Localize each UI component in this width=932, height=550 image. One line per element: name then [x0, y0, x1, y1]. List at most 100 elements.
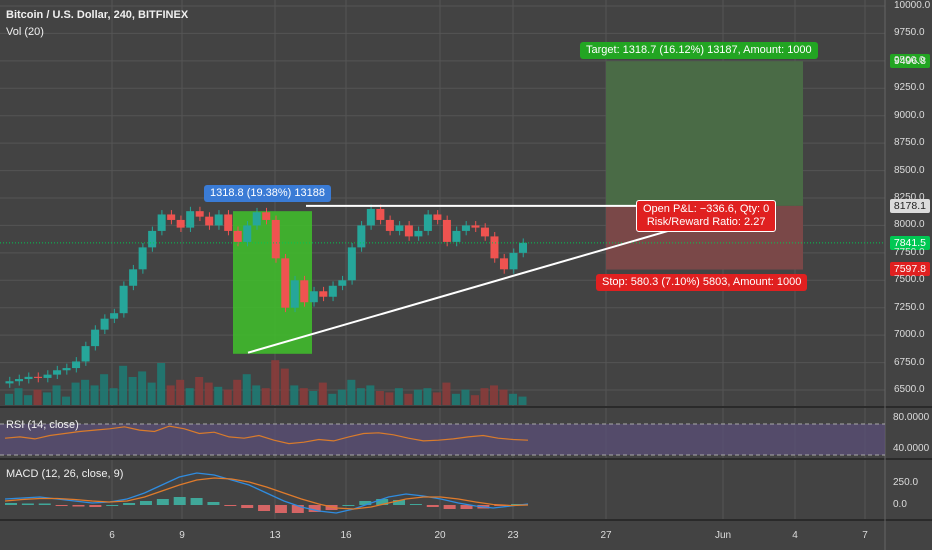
candle-body: [243, 225, 252, 242]
price-axis-tick: 8250.0: [894, 192, 925, 203]
volume-bar: [290, 385, 299, 405]
volume-bar: [147, 382, 156, 405]
time-axis-tick: Jun: [714, 530, 732, 541]
volume-legend[interactable]: Vol (20): [6, 26, 44, 38]
macd-histogram-bar: [72, 505, 85, 507]
rsi-line: [4, 425, 529, 445]
macd-legend[interactable]: MACD (12, 26, close, 9): [6, 468, 124, 480]
volume-bar: [52, 385, 61, 405]
volume-bar: [385, 392, 394, 405]
volume-bar: [423, 388, 432, 405]
candle-body: [43, 374, 52, 378]
ascending-trendline: [247, 228, 673, 354]
price-axis-tick: 8000.0: [894, 219, 925, 231]
macd-axis-tick: 0.0: [893, 499, 907, 510]
candle-body: [433, 214, 442, 220]
candle-body: [452, 230, 461, 242]
macd-histogram-bar: [426, 505, 439, 507]
volume-bar: [432, 392, 441, 405]
volume-bar: [518, 396, 527, 405]
macd-histogram-bar: [207, 502, 220, 505]
rsi-legend[interactable]: RSI (14, close): [6, 419, 79, 431]
candle-body: [167, 214, 176, 220]
candle-body: [252, 212, 261, 226]
candle-body: [91, 329, 100, 347]
macd-histogram-bar: [308, 505, 321, 512]
candle-body: [366, 208, 375, 226]
volume-bar: [100, 374, 109, 405]
volume-bar: [261, 388, 270, 405]
target-price-tag: 9496.8: [889, 54, 930, 68]
candle-body: [148, 230, 157, 248]
price-axis-tick: 9750.0: [894, 27, 925, 39]
macd-line: [4, 472, 529, 514]
candle-body: [110, 313, 119, 319]
volume-bar: [394, 388, 403, 405]
volume-bar: [499, 389, 508, 405]
volume-bar: [375, 391, 384, 405]
macd-histogram-bar: [173, 497, 186, 505]
macd-histogram-bar: [106, 505, 119, 506]
candle-body: [404, 225, 413, 237]
range-measure-label: 1318.8 (19.38%) 13188: [204, 185, 331, 202]
time-axis-tick: 6: [109, 530, 115, 541]
macd-axis-tick: 250.0: [893, 477, 919, 488]
volume-bar: [81, 379, 90, 405]
candle-body: [490, 236, 499, 259]
signal-line: [4, 477, 529, 510]
macd-histogram-bar: [139, 501, 152, 505]
volume-bar: [24, 395, 33, 405]
time-axis-tick: 16: [340, 530, 352, 541]
volume-bar: [185, 388, 194, 405]
macd-histogram-bar: [241, 505, 254, 508]
macd-histogram-bar: [274, 505, 287, 513]
candle-body: [328, 285, 337, 297]
volume-bar: [14, 388, 23, 405]
candle-body: [385, 219, 394, 231]
candle-body: [262, 212, 271, 220]
price-axis-tick: 7000.0: [894, 329, 925, 341]
candle-body: [129, 269, 138, 286]
macd-histogram-bar: [409, 504, 422, 505]
candle-body: [72, 361, 81, 369]
volume-bar: [366, 385, 375, 405]
price-axis-tick: 7750.0: [894, 246, 925, 258]
current-price-tag: 7841.5: [889, 236, 930, 250]
price-axis-tick: 7250.0: [894, 301, 925, 313]
price-axis-tick: 7500.0: [894, 274, 925, 286]
volume-bar: [318, 382, 327, 405]
symbol-title[interactable]: Bitcoin / U.S. Dollar, 240, BITFINEX: [6, 9, 189, 21]
candle-body: [186, 211, 195, 228]
price-axis-tick: 10000.0: [894, 0, 931, 11]
macd-histogram-bar: [123, 503, 136, 505]
volume-bar: [480, 388, 489, 405]
candle-body: [461, 225, 470, 231]
macd-histogram-bar: [291, 505, 304, 513]
time-axis-tick: 20: [434, 530, 446, 541]
candle-body: [214, 214, 223, 226]
volume-bar: [138, 371, 147, 405]
volume-bar: [299, 388, 308, 405]
candle-body: [357, 225, 366, 248]
candle-body: [176, 219, 185, 228]
candle-body: [395, 225, 404, 231]
volume-bar: [461, 389, 470, 405]
candle-body: [119, 285, 128, 314]
volume-bar: [337, 389, 346, 405]
macd-histogram-bar: [359, 501, 372, 505]
candle-body: [100, 318, 109, 330]
volume-bar: [223, 389, 232, 405]
macd-histogram-bar: [393, 500, 406, 505]
time-axis-tick: 9: [179, 530, 185, 541]
candle-body: [62, 368, 71, 371]
volume-bar: [280, 368, 289, 405]
price-axis-tick: 8500.0: [894, 164, 925, 176]
candle-body: [205, 216, 214, 226]
volume-bar: [5, 393, 14, 405]
risk-reward-text: Risk/Reward Ratio: 2.27: [646, 216, 766, 228]
candle-body: [15, 379, 24, 382]
volume-bar: [309, 391, 318, 405]
price-axis-tick: 6750.0: [894, 356, 925, 368]
